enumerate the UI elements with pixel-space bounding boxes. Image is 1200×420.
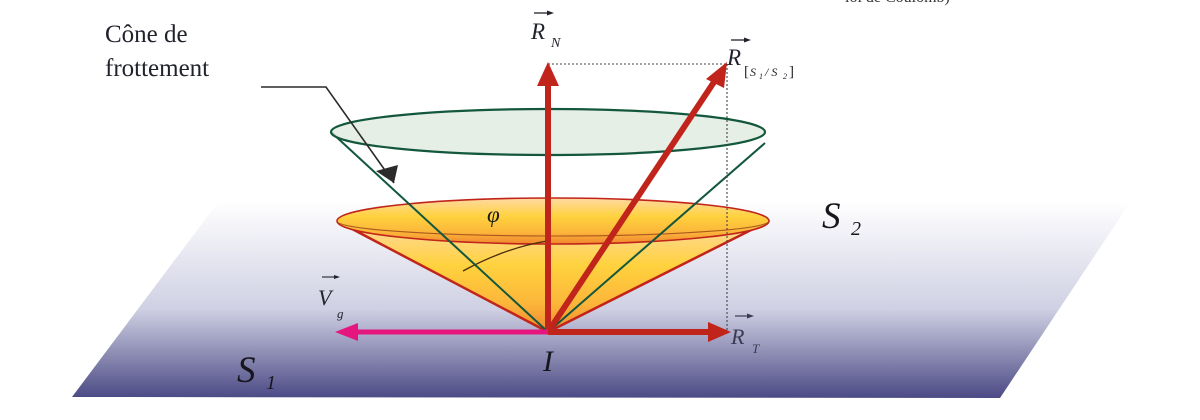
svg-text:/ S: / S xyxy=(764,65,777,79)
svg-text:1: 1 xyxy=(759,72,763,81)
svg-text:[: [ xyxy=(744,64,749,80)
svg-text:T: T xyxy=(752,341,760,356)
svg-text:g: g xyxy=(337,306,344,321)
svg-text:1: 1 xyxy=(266,372,276,394)
svg-text:2: 2 xyxy=(851,218,861,240)
svg-text:2: 2 xyxy=(783,72,787,81)
svg-text:S: S xyxy=(822,196,841,237)
svg-text:]: ] xyxy=(789,64,794,80)
svg-text:Cône de: Cône de xyxy=(105,21,188,48)
svg-text:frottement: frottement xyxy=(105,55,209,82)
svg-text:S: S xyxy=(237,350,256,391)
svg-text:R: R xyxy=(730,324,745,349)
svg-text:R: R xyxy=(530,19,545,44)
svg-text:R: R xyxy=(726,45,741,70)
svg-text:S: S xyxy=(750,65,756,79)
svg-text:N: N xyxy=(550,36,561,51)
svg-text:loi de Coulomb): loi de Coulomb) xyxy=(845,0,950,6)
svg-text:φ: φ xyxy=(487,202,500,227)
